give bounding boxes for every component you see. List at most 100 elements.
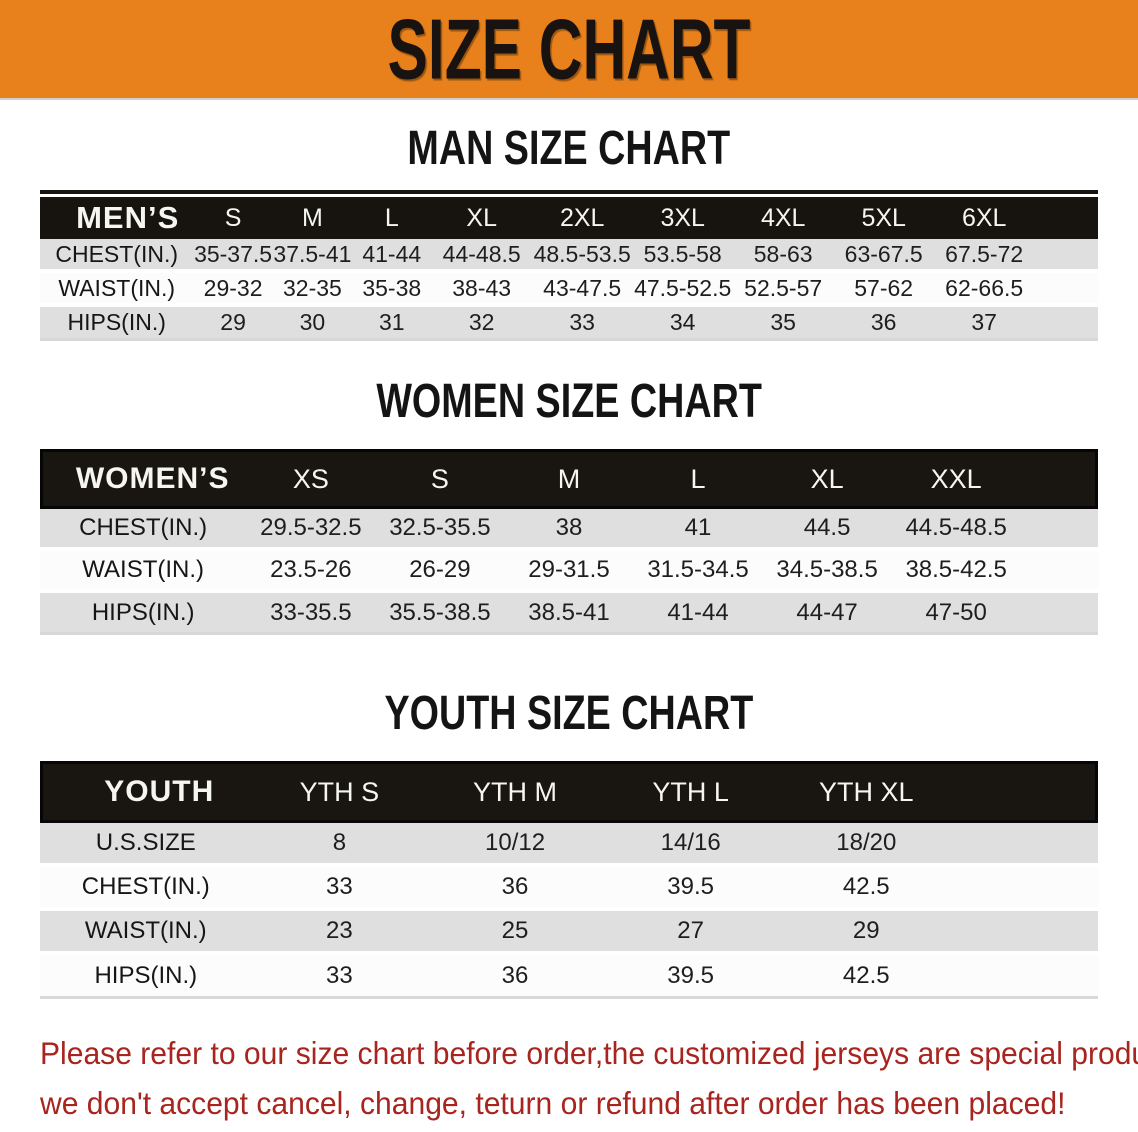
- men-size-header: 3XL: [632, 197, 733, 239]
- row-spacer: [954, 867, 1098, 911]
- disclaimer-line-2: we don't accept cancel, change, teturn o…: [40, 1085, 1066, 1122]
- size-value-cell: 53.5-58: [632, 239, 733, 273]
- men-section: MAN SIZE CHART MEN’S S M L XL 2XL 3XL 4X…: [0, 119, 1138, 341]
- size-value-cell: 35: [732, 307, 834, 341]
- size-value-cell: 39.5: [602, 867, 779, 911]
- size-value-cell: 41-44: [633, 593, 763, 635]
- size-value-cell: 48.5-53.5: [531, 239, 633, 273]
- men-size-header: M: [272, 197, 353, 239]
- men-size-table: MEN’S S M L XL 2XL 3XL 4XL 5XL 6XL CHEST…: [40, 197, 1098, 341]
- size-value-cell: 52.5-57: [732, 273, 834, 307]
- women-size-table: WOMEN’S XS S M L XL XXL CHEST(IN.) 29.5-…: [40, 449, 1098, 635]
- women-section: WOMEN SIZE CHART WOMEN’S XS S M L XL XXL: [0, 372, 1138, 635]
- youth-size-header: YTH S: [251, 761, 428, 823]
- row-spacer: [954, 823, 1098, 867]
- men-hips-row: HIPS(IN.) 29 30 31 32 33 34 35 36 37: [40, 307, 1098, 341]
- women-hips-row: HIPS(IN.) 33-35.5 35.5-38.5 38.5-41 41-4…: [40, 593, 1098, 635]
- women-group-label: WOMEN’S: [40, 449, 247, 509]
- youth-chest-row: CHEST(IN.) 33 36 39.5 42.5: [40, 867, 1098, 911]
- women-size-header: XS: [246, 449, 376, 509]
- size-value-cell: 58-63: [732, 239, 834, 273]
- youth-waist-row: WAIST(IN.) 23 25 27 29: [40, 911, 1098, 955]
- men-size-header: 4XL: [732, 197, 834, 239]
- row-label: WAIST(IN.): [40, 551, 247, 593]
- youth-group-label: YOUTH: [40, 761, 252, 823]
- size-value-cell: 32.5-35.5: [375, 509, 505, 551]
- size-value-cell: 44-47: [762, 593, 892, 635]
- size-value-cell: 33-35.5: [246, 593, 376, 635]
- men-size-header: 5XL: [833, 197, 934, 239]
- women-section-heading: WOMEN SIZE CHART: [376, 372, 762, 428]
- size-value-cell: 67.5-72: [933, 239, 1035, 273]
- size-value-cell: 29-31.5: [504, 551, 634, 593]
- men-size-header: S: [193, 197, 273, 239]
- size-value-cell: 27: [602, 911, 779, 955]
- size-value-cell: 32-35: [272, 273, 353, 307]
- youth-hips-row: HIPS(IN.) 33 36 39.5 42.5: [40, 955, 1098, 999]
- row-spacer: [954, 911, 1098, 955]
- size-value-cell: 8: [251, 823, 428, 867]
- banner-title: SIZE CHART: [387, 1, 751, 97]
- size-value-cell: 39.5: [602, 955, 779, 999]
- size-value-cell: 47.5-52.5: [632, 273, 733, 307]
- size-value-cell: 57-62: [833, 273, 934, 307]
- size-value-cell: 42.5: [778, 955, 955, 999]
- size-value-cell: 29: [193, 307, 273, 341]
- size-value-cell: 14/16: [602, 823, 779, 867]
- size-value-cell: 25: [427, 911, 603, 955]
- size-value-cell: 31.5-34.5: [633, 551, 763, 593]
- size-value-cell: 37.5-41: [272, 239, 353, 273]
- size-value-cell: 35-37.5: [193, 239, 273, 273]
- size-chart-banner: SIZE CHART: [0, 0, 1138, 100]
- size-value-cell: 23.5-26: [246, 551, 376, 593]
- men-table-top-rule: [40, 190, 1098, 194]
- size-value-cell: 38: [504, 509, 634, 551]
- size-value-cell: 33: [251, 955, 428, 999]
- size-value-cell: 36: [427, 955, 603, 999]
- row-spacer: [954, 955, 1098, 999]
- header-spacer: [954, 761, 1098, 823]
- size-value-cell: 44.5-48.5: [891, 509, 1021, 551]
- youth-section-heading: YOUTH SIZE CHART: [384, 684, 754, 740]
- size-value-cell: 47-50: [891, 593, 1021, 635]
- size-value-cell: 34.5-38.5: [762, 551, 892, 593]
- row-label: HIPS(IN.): [40, 593, 247, 635]
- size-value-cell: 41-44: [352, 239, 432, 273]
- size-value-cell: 31: [352, 307, 432, 341]
- youth-size-header: YTH XL: [778, 761, 955, 823]
- size-value-cell: 29: [778, 911, 955, 955]
- women-waist-row: WAIST(IN.) 23.5-26 26-29 29-31.5 31.5-34…: [40, 551, 1098, 593]
- men-header-row: MEN’S S M L XL 2XL 3XL 4XL 5XL 6XL: [40, 197, 1098, 239]
- size-value-cell: 32: [431, 307, 532, 341]
- youth-size-table: YOUTH YTH S YTH M YTH L YTH XL U.S.SIZE …: [40, 761, 1098, 999]
- women-size-header: L: [633, 449, 763, 509]
- row-label: WAIST(IN.): [40, 911, 252, 955]
- women-size-header: S: [375, 449, 505, 509]
- size-value-cell: 38.5-42.5: [891, 551, 1021, 593]
- size-value-cell: 38.5-41: [504, 593, 634, 635]
- row-label: U.S.SIZE: [40, 823, 252, 867]
- row-label: WAIST(IN.): [40, 273, 194, 307]
- size-value-cell: 23: [251, 911, 428, 955]
- men-section-heading: MAN SIZE CHART: [407, 119, 731, 175]
- women-size-header: M: [504, 449, 634, 509]
- header-spacer: [1020, 449, 1098, 509]
- size-value-cell: 44.5: [762, 509, 892, 551]
- size-value-cell: 36: [427, 867, 603, 911]
- youth-ussize-row: U.S.SIZE 8 10/12 14/16 18/20: [40, 823, 1098, 867]
- men-size-header: 2XL: [531, 197, 633, 239]
- men-size-header: XL: [431, 197, 532, 239]
- size-value-cell: 34: [632, 307, 733, 341]
- size-value-cell: 33: [251, 867, 428, 911]
- header-spacer: [1034, 197, 1098, 239]
- disclaimer-line-1: Please refer to our size chart before or…: [40, 1035, 1138, 1072]
- row-label: HIPS(IN.): [40, 955, 252, 999]
- men-size-table-wrap: MEN’S S M L XL 2XL 3XL 4XL 5XL 6XL CHEST…: [40, 190, 1098, 341]
- men-group-label: MEN’S: [40, 197, 194, 239]
- women-header-row: WOMEN’S XS S M L XL XXL: [40, 449, 1098, 509]
- size-value-cell: 10/12: [427, 823, 603, 867]
- women-size-header: XXL: [891, 449, 1021, 509]
- size-value-cell: 41: [633, 509, 763, 551]
- size-value-cell: 63-67.5: [833, 239, 934, 273]
- men-chest-row: CHEST(IN.) 35-37.5 37.5-41 41-44 44-48.5…: [40, 239, 1098, 273]
